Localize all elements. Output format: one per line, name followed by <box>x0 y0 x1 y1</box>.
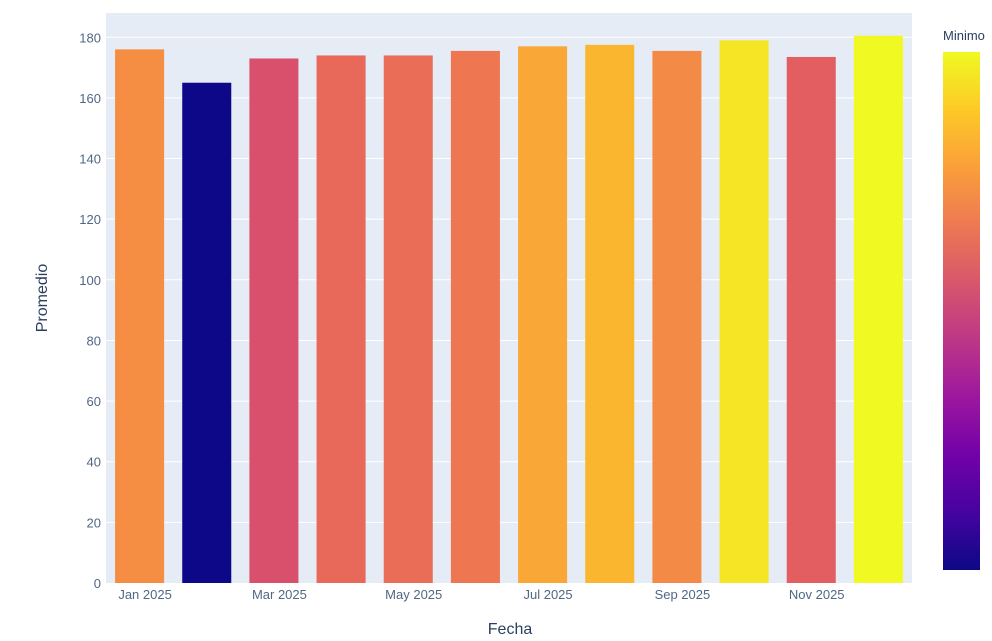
y-tick-label: 80 <box>87 333 101 348</box>
y-tick-labels: 0 20 40 60 80 100 120 140 160 180 <box>79 30 101 591</box>
bars <box>115 35 903 584</box>
y-tick-label: 140 <box>79 152 101 167</box>
x-tick-label: May 2025 <box>385 587 442 602</box>
bar[interactable] <box>249 58 299 584</box>
y-tick-label: 0 <box>94 576 101 591</box>
x-tick-label: Sep 2025 <box>655 587 711 602</box>
bar[interactable] <box>585 44 635 584</box>
y-tick-label: 60 <box>87 394 101 409</box>
x-tick-label: Jul 2025 <box>523 587 572 602</box>
x-tick-label: Mar 2025 <box>252 587 307 602</box>
y-axis-title: Promedio <box>34 264 51 333</box>
bar[interactable] <box>115 49 165 583</box>
plot-area <box>106 13 912 583</box>
bar[interactable] <box>518 46 568 583</box>
colorbar: Minimo <box>943 28 985 570</box>
y-tick-label: 180 <box>79 30 101 45</box>
bar[interactable] <box>786 56 836 583</box>
bar[interactable] <box>316 55 366 584</box>
x-tick-labels: Jan 2025 Mar 2025 May 2025 Jul 2025 Sep 2025… <box>118 587 844 602</box>
gridlines <box>106 36 912 523</box>
bar[interactable] <box>182 82 232 583</box>
y-tick-label: 120 <box>79 212 101 227</box>
bar[interactable] <box>450 50 500 584</box>
y-tick-label: 40 <box>87 455 101 470</box>
bar[interactable] <box>719 40 769 584</box>
colorbar-title: Minimo <box>943 28 985 43</box>
colorbar-gradient <box>943 52 980 570</box>
x-axis-title: Fecha <box>488 621 533 636</box>
y-tick-label: 100 <box>79 273 101 288</box>
bar[interactable] <box>383 55 433 584</box>
y-tick-label: 160 <box>79 91 101 106</box>
bar[interactable] <box>853 35 903 583</box>
x-tick-label: Nov 2025 <box>789 587 845 602</box>
x-tick-label: Jan 2025 <box>118 587 172 602</box>
y-tick-label: 20 <box>87 515 101 530</box>
bar[interactable] <box>652 50 702 584</box>
